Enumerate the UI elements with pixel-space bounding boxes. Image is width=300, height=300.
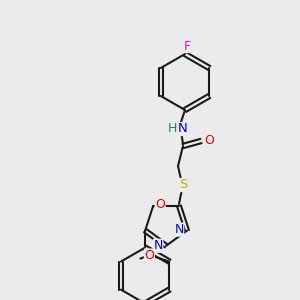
Text: O: O (145, 249, 154, 262)
Text: S: S (179, 178, 187, 191)
Text: N: N (174, 223, 184, 236)
Text: F: F (183, 40, 190, 52)
Text: H: H (167, 122, 177, 136)
Text: O: O (204, 134, 214, 148)
Text: N: N (153, 239, 163, 252)
Text: O: O (155, 199, 165, 212)
Text: N: N (178, 122, 188, 136)
